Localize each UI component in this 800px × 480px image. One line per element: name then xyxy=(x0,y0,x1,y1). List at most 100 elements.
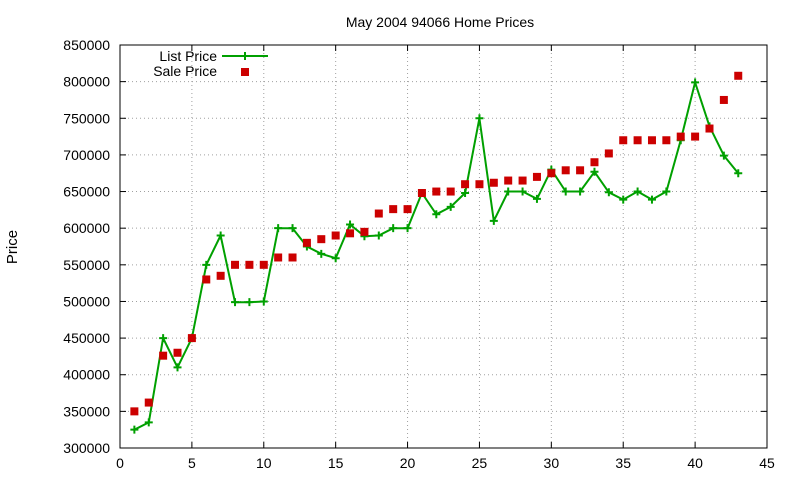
list-price-point xyxy=(446,202,455,211)
list-price-point xyxy=(130,425,139,434)
sale-price-point xyxy=(331,231,340,240)
sale-price-point xyxy=(231,260,240,269)
y-tick-label: 700000 xyxy=(63,147,110,163)
list-price-point xyxy=(317,249,326,258)
x-tick-label: 20 xyxy=(400,455,416,471)
list-price-point xyxy=(403,224,412,233)
list-price-point xyxy=(202,260,211,269)
list-price-point xyxy=(561,187,570,196)
list-price-point xyxy=(518,187,527,196)
list-price-point xyxy=(274,224,283,233)
legend: List Price Sale Price xyxy=(153,48,268,79)
x-tick-label: 30 xyxy=(544,455,560,471)
list-price-point xyxy=(504,187,513,196)
x-tick-label: 35 xyxy=(615,455,631,471)
legend-marker-sale-price xyxy=(241,68,249,76)
list-price-point xyxy=(662,187,671,196)
chart-title: May 2004 94066 Home Prices xyxy=(346,14,534,30)
list-price-point xyxy=(719,151,728,160)
sale-price-point xyxy=(461,180,470,189)
sale-price-point xyxy=(144,398,153,407)
list-price-point xyxy=(331,254,340,263)
list-price-point xyxy=(245,298,254,307)
list-price-point xyxy=(432,210,441,219)
x-tick-label: 40 xyxy=(687,455,703,471)
sale-price-point xyxy=(619,136,628,145)
sale-price-point xyxy=(374,209,383,218)
list-price-point xyxy=(216,231,225,240)
list-price-point xyxy=(633,187,642,196)
y-tick-label: 500000 xyxy=(63,293,110,309)
x-tick-label: 10 xyxy=(256,455,272,471)
list-price-point xyxy=(619,195,628,204)
sale-price-point xyxy=(676,132,685,141)
list-price-point xyxy=(374,231,383,240)
sale-price-point xyxy=(288,253,297,262)
sale-price-point xyxy=(216,271,225,280)
sale-price-point xyxy=(202,275,211,284)
sale-price-point xyxy=(734,71,743,80)
sale-price-point xyxy=(518,176,527,185)
x-tick-label: 0 xyxy=(116,455,124,471)
legend-label-sale-price: Sale Price xyxy=(153,63,217,79)
sale-price-point xyxy=(259,260,268,269)
x-tick-label: 5 xyxy=(188,455,196,471)
sale-price-point xyxy=(576,166,585,175)
x-tick-label: 15 xyxy=(328,455,344,471)
sale-price-point xyxy=(719,95,728,104)
y-tick-label: 750000 xyxy=(63,110,110,126)
y-tick-label: 650000 xyxy=(63,184,110,200)
list-price-point xyxy=(691,78,700,87)
y-tick-label: 600000 xyxy=(63,220,110,236)
sale-price-point xyxy=(547,169,556,178)
sale-price-point xyxy=(173,348,182,357)
sale-price-point xyxy=(159,351,168,360)
list-price-point xyxy=(576,187,585,196)
sale-price-point xyxy=(302,238,311,247)
sale-price-point xyxy=(417,189,426,198)
sale-price-point xyxy=(604,149,613,158)
sale-price-point xyxy=(633,136,642,145)
sale-price-point xyxy=(691,132,700,141)
y-tick-label: 350000 xyxy=(63,403,110,419)
sale-price-point xyxy=(504,176,513,185)
list-price-point xyxy=(461,189,470,198)
list-price-point xyxy=(144,418,153,427)
list-price-point xyxy=(475,114,484,123)
plot-frame xyxy=(119,44,768,449)
legend-marker-list-price xyxy=(241,52,249,60)
list-price-point xyxy=(159,334,168,343)
list-price-point xyxy=(647,195,656,204)
sale-price-point xyxy=(647,136,656,145)
list-price-point xyxy=(532,194,541,203)
sale-price-point xyxy=(274,253,283,262)
sale-price-point xyxy=(489,178,498,187)
list-price-point xyxy=(231,298,240,307)
list-price-point xyxy=(734,169,743,178)
sale-price-point xyxy=(446,187,455,196)
y-tick-label: 450000 xyxy=(63,330,110,346)
sale-price-point xyxy=(432,187,441,196)
sale-price-point xyxy=(475,180,484,189)
y-tick-label: 800000 xyxy=(63,74,110,90)
list-price-point xyxy=(346,220,355,229)
y-tick-label: 550000 xyxy=(63,257,110,273)
sale-price-point xyxy=(187,334,196,343)
sale-price-point xyxy=(346,229,355,238)
list-price-point xyxy=(590,167,599,176)
sale-price-point xyxy=(130,407,139,416)
list-price-point xyxy=(288,224,297,233)
sale-price-point xyxy=(403,205,412,214)
y-axis-ticks: 300000 350000 400000 450000 500000 550000 6000… xyxy=(63,37,767,456)
y-tick-label: 400000 xyxy=(63,367,110,383)
x-tick-label: 45 xyxy=(759,455,775,471)
sale-price-point xyxy=(317,235,326,244)
sale-price-point xyxy=(245,260,254,269)
x-tick-label: 25 xyxy=(472,455,488,471)
sale-price-point xyxy=(590,158,599,167)
sale-price-point xyxy=(561,166,570,175)
list-price-point xyxy=(173,363,182,372)
list-price-point xyxy=(604,188,613,197)
